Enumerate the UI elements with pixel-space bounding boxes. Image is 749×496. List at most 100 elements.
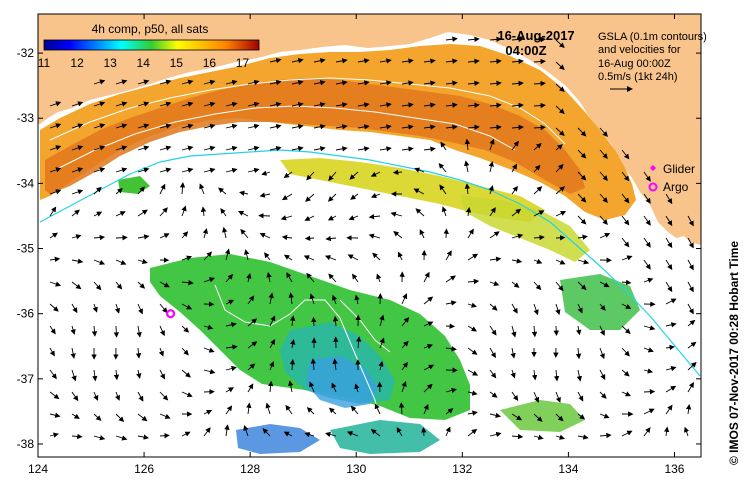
velocity-arrow (464, 138, 471, 151)
velocity-arrow (93, 186, 102, 195)
velocity-arrow (401, 58, 414, 64)
land-australia (38, 14, 701, 245)
glider-icon (650, 165, 656, 171)
velocity-arrow (467, 390, 478, 396)
velocity-arrow (621, 430, 633, 437)
velocity-arrow (71, 101, 84, 107)
velocity-arrow (91, 325, 98, 337)
velocity-arrow (93, 145, 106, 151)
velocity-arrow (555, 391, 561, 403)
velocity-arrow (621, 303, 632, 309)
velocity-arrow (331, 294, 337, 305)
velocity-arrow (555, 39, 565, 49)
velocity-arrow (577, 303, 583, 314)
velocity-arrow (203, 347, 215, 353)
velocity-arrow (665, 281, 673, 293)
velocity-arrow (533, 210, 545, 217)
velocity-arrow (423, 364, 435, 371)
velocity-arrow (553, 369, 560, 382)
velocity-arrow (225, 145, 238, 152)
velocity-arrow (599, 325, 605, 336)
velocity-arrows (49, 36, 697, 441)
velocity-arrow (225, 123, 238, 130)
velocity-arrow (335, 102, 348, 108)
velocity-arrow (225, 365, 237, 372)
velocity-arrow (489, 231, 500, 239)
velocity-arrow (181, 391, 193, 398)
velocity-arrow (397, 251, 403, 261)
velocity-arrow (555, 105, 565, 115)
velocity-arrow (137, 434, 149, 440)
velocity-arrow (335, 124, 348, 130)
velocity-arrow (370, 171, 381, 177)
velocity-arrow (335, 58, 348, 64)
velocity-arrow (379, 124, 392, 130)
velocity-arrow (467, 369, 479, 376)
velocity-arrow (533, 258, 543, 264)
velocity-arrow (247, 383, 254, 393)
velocity-arrow (259, 192, 271, 198)
velocity-arrow (685, 404, 692, 415)
velocity-arrow (372, 252, 381, 261)
velocity-arrow (203, 251, 213, 261)
velocity-arrow (313, 80, 326, 86)
velocity-arrow (113, 325, 120, 338)
velocity-arrow (93, 234, 106, 241)
velocity-arrow (533, 80, 546, 87)
date-line-1: 16-Aug-2017 (497, 28, 574, 43)
info-line-3: 16-Aug 00:00Z (598, 58, 671, 70)
velocity-arrow (599, 303, 606, 311)
velocity-arrow (621, 369, 630, 377)
velocity-arrow (115, 435, 128, 441)
colorbar-title: 4h comp, p50, all sats (92, 22, 209, 36)
info-line-2: and velocities for (598, 44, 681, 56)
velocity-arrow (137, 186, 145, 195)
velocity-arrow (158, 347, 164, 357)
velocity-arrow (621, 279, 632, 286)
velocity-arrow (181, 79, 194, 85)
velocity-arrow (181, 280, 194, 286)
velocity-arrow (621, 171, 630, 182)
velocity-arrow (555, 434, 565, 440)
velocity-arrow (181, 167, 194, 173)
velocity-arrow (269, 123, 282, 130)
velocity-arrow (181, 255, 193, 261)
colorbar-tick-label: 15 (170, 56, 184, 70)
velocity-arrow (137, 303, 143, 315)
velocity-arrow (687, 361, 697, 371)
velocity-arrow (423, 124, 436, 130)
velocity-arrow (283, 254, 293, 261)
velocity-arrow (599, 149, 608, 159)
velocity-arrow (313, 102, 326, 108)
velocity-arrow (224, 424, 230, 437)
velocity-arrow (93, 211, 103, 217)
velocity-arrow (419, 229, 425, 239)
velocity-arrow (244, 249, 250, 261)
velocity-arrow (368, 214, 381, 220)
y-tick-label: -34 (17, 176, 35, 190)
velocity-arrow (555, 144, 563, 151)
velocity-arrow (489, 124, 502, 131)
velocity-arrow (324, 255, 337, 261)
velocity-arrow (49, 369, 57, 380)
velocity-arrow (93, 79, 106, 85)
velocity-arrow (181, 347, 189, 356)
velocity-arrow (438, 163, 447, 173)
velocity-arrow (511, 233, 524, 239)
velocity-arrow (159, 413, 171, 419)
velocity-arrow (71, 145, 84, 151)
velocity-arrow (511, 58, 524, 65)
velocity-arrow (665, 215, 673, 227)
velocity-arrow (599, 193, 608, 203)
velocity-arrow (305, 193, 315, 202)
velocity-arrow (467, 102, 480, 108)
velocity-arrow (181, 145, 194, 151)
velocity-arrow (325, 431, 337, 438)
velocity-arrow (325, 235, 337, 242)
velocity-arrow (621, 237, 630, 248)
velocity-arrow (203, 427, 211, 437)
velocity-arrow (511, 102, 524, 109)
velocity-arrow (576, 369, 582, 382)
colorbar: 4h comp, p50, all sats 11 12 13 14 15 16 17 (38, 22, 260, 70)
velocity-arrow (555, 259, 566, 265)
